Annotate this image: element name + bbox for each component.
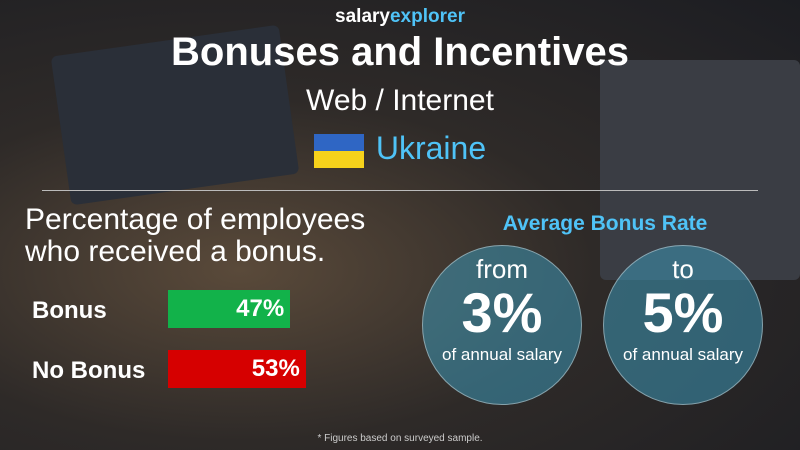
divider <box>42 190 758 191</box>
bonus-label: Bonus <box>32 297 107 324</box>
from-word: from <box>476 254 528 284</box>
no-bonus-bar: 53% <box>168 350 306 388</box>
to-word: to <box>672 254 694 284</box>
bonus-value: 47% <box>236 295 285 322</box>
background-laptop <box>600 60 800 280</box>
from-value: 3% <box>461 281 543 344</box>
to-value: 5% <box>642 281 724 344</box>
average-bonus-heading: Average Bonus Rate <box>502 212 708 235</box>
ukraine-flag-icon <box>313 133 364 168</box>
no-bonus-label: No Bonus <box>32 357 146 384</box>
no-bonus-value: 53% <box>251 355 300 382</box>
percentage-heading: Percentage of employees who received a b… <box>25 203 366 268</box>
footnote: * Figures based on surveyed sample. <box>317 433 483 444</box>
to-caption: of annual salary <box>622 345 744 364</box>
bonus-bar: 47% <box>168 290 291 328</box>
from-circle: from 3% of annual salary <box>422 245 582 405</box>
page-subtitle: Web / Internet <box>306 84 494 117</box>
from-caption: of annual salary <box>441 345 563 364</box>
to-circle: to 5% of annual salary <box>603 245 763 405</box>
page-title: Bonuses and Incentives <box>171 30 629 74</box>
site-logo: salaryexplorer <box>335 6 465 27</box>
country: Ukraine <box>0 130 800 168</box>
country-name: Ukraine <box>375 130 487 166</box>
